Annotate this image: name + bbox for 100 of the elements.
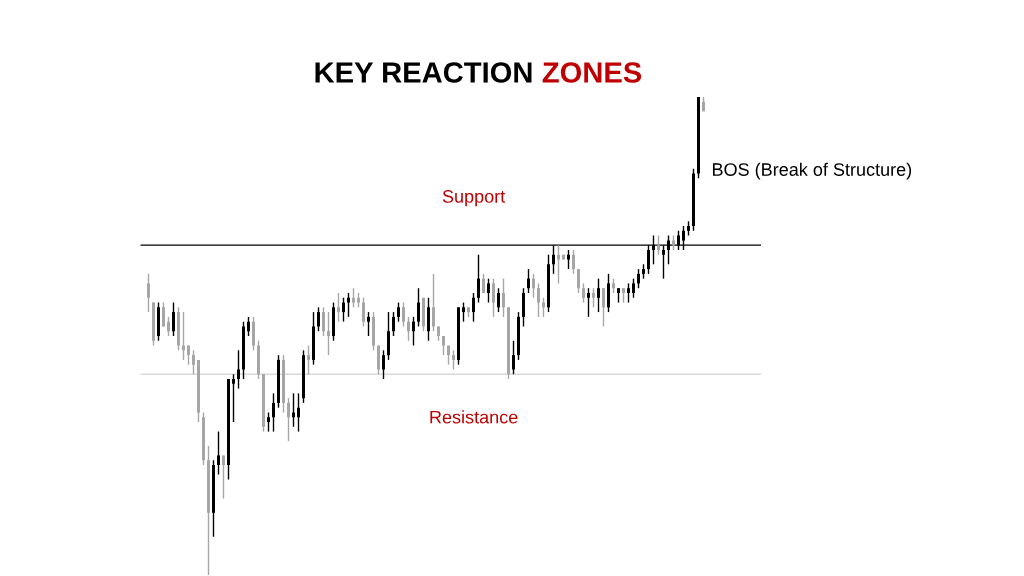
candlestick [187, 344, 190, 366]
candlestick [242, 320, 245, 380]
candlestick [207, 445, 210, 575]
candlestick [332, 301, 335, 342]
candlestick [347, 292, 350, 318]
candlestick [547, 254, 550, 313]
candlestick [587, 287, 590, 318]
candlestick [702, 97, 705, 113]
candlestick [162, 301, 165, 328]
candlestick [217, 430, 220, 476]
candlestick [397, 301, 400, 323]
candlestick [602, 287, 605, 328]
candlestick [502, 277, 505, 318]
candlestick [372, 311, 375, 352]
candlestick [402, 301, 405, 328]
candlestick [492, 277, 495, 318]
candlestick [252, 316, 255, 352]
candlestick [532, 273, 535, 299]
candlestick [272, 392, 275, 433]
candlestick [327, 311, 330, 356]
candlestick [312, 311, 315, 366]
candlestick [277, 354, 280, 409]
candlestick [477, 254, 480, 304]
candlestick [657, 234, 660, 256]
candlestick [592, 287, 595, 309]
candlestick [237, 349, 240, 390]
candlestick [482, 273, 485, 294]
candlestick [267, 411, 270, 433]
candlestick [357, 292, 360, 309]
candlestick [302, 349, 305, 404]
candlestick [452, 349, 455, 371]
candlestick [622, 287, 625, 304]
candlestick [567, 249, 570, 270]
candlestick [282, 354, 285, 414]
candlestick [627, 282, 630, 304]
candlestick [582, 282, 585, 304]
candlestick [232, 373, 235, 423]
candlestick [562, 254, 565, 261]
candlestick [147, 273, 150, 313]
candlestick [192, 349, 195, 375]
candlestick [177, 306, 180, 352]
candlestick [297, 392, 300, 433]
ref-line-label: Resistance [430, 410, 518, 424]
chart-title: KEY REACTION ZONES [315, 62, 642, 83]
text: BOS (Break of Structure) [712, 162, 912, 180]
candlestick [247, 316, 250, 337]
candlestick [522, 287, 525, 328]
candlestick [467, 306, 470, 318]
candlestick [317, 306, 320, 332]
candlestick [572, 249, 575, 275]
candlestick [577, 268, 580, 294]
candlestick [172, 301, 175, 337]
candlestick [287, 397, 290, 442]
candlestick [382, 349, 385, 380]
candlestick [632, 277, 635, 299]
candlestick [157, 301, 160, 342]
candlestick [422, 297, 425, 332]
candlestick [462, 301, 465, 323]
candlestick [487, 277, 490, 304]
candlestick [407, 316, 410, 342]
candlestick [197, 359, 200, 423]
candlestick [687, 220, 690, 237]
candlestick [437, 325, 440, 342]
candlestick [337, 292, 340, 323]
candlestick [442, 335, 445, 356]
candlestick [352, 287, 355, 309]
candlestick [612, 277, 615, 294]
candlestick [517, 311, 520, 361]
candlestick [637, 268, 640, 289]
candlestick [497, 287, 500, 313]
candlestick [212, 459, 215, 538]
candlestick [307, 344, 310, 375]
ref-line-label: Support [442, 190, 506, 207]
candlestick [322, 306, 325, 337]
candlestick [412, 316, 415, 347]
candlestick [292, 392, 295, 428]
candlestick [377, 344, 380, 375]
candlestick [512, 340, 515, 375]
candlestick [642, 263, 645, 280]
candlestick [597, 277, 600, 313]
candlestick [432, 273, 435, 332]
candlestick [537, 282, 540, 318]
candlestick [202, 411, 205, 466]
candlestick [362, 297, 365, 328]
candlestick [392, 311, 395, 337]
candlestick [222, 454, 225, 500]
candlestick [417, 287, 420, 328]
candlestick [447, 344, 450, 366]
candlestick [387, 311, 390, 361]
candlestick [472, 292, 475, 323]
candlestick [607, 273, 610, 313]
candlestick [672, 234, 675, 251]
candlestick [367, 311, 370, 337]
candlestick [427, 297, 430, 342]
candlestick [617, 287, 620, 304]
candlestick [527, 268, 530, 294]
candlestick [692, 168, 695, 232]
candlestick [167, 316, 170, 337]
candlestick [257, 340, 260, 380]
candlestick [342, 297, 345, 323]
